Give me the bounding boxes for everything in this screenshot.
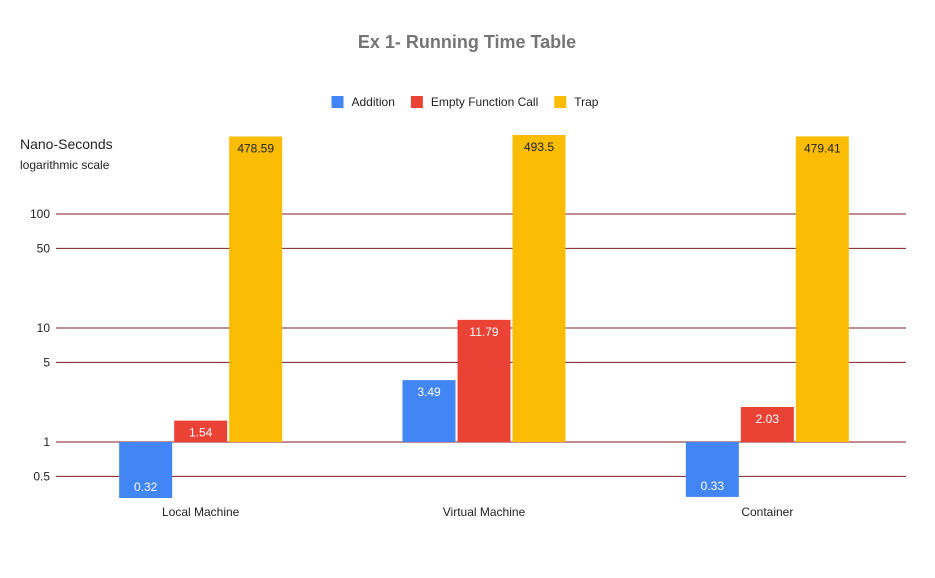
y-tick-label: 0.5 [33,469,50,483]
x-tick-label: Virtual Machine [443,505,526,519]
data-label: 479.41 [804,141,841,155]
data-labels: 0.32 1.54 478.59 3.49 11.79 493.5 0.33 2.03 479.… [134,140,841,494]
x-tick-label: Local Machine [162,505,240,519]
bar [795,136,849,442]
y-tick-label: 10 [37,321,51,335]
bars [119,134,849,498]
data-label: 478.59 [237,141,274,155]
legend-item: Trap [554,95,599,109]
chart-title: Ex 1- Running Time Table [358,32,576,52]
y-tick-label: 5 [43,355,50,369]
y-tick-label: 1 [43,435,50,449]
legend-label: Addition [352,95,395,109]
data-label: 493.5 [524,140,554,154]
bar [229,136,283,443]
data-label: 11.79 [469,325,498,339]
legend-swatch [410,96,423,108]
legend-item: Addition [331,95,395,109]
data-label: 3.49 [417,385,441,399]
data-label: 1.54 [189,426,213,440]
bar [402,380,456,442]
data-label: 0.33 [701,479,725,493]
legend-label: Trap [574,95,599,109]
bar [685,442,739,497]
bar [740,406,794,442]
bar [174,420,228,442]
x-tick-label: Container [741,505,793,519]
bar [457,319,511,442]
legend-item: Empty Function Call [410,95,538,109]
y-axis-scale-note: logarithmic scale [20,158,110,172]
bar [119,442,173,498]
category-labels: Local Machine Virtual Machine Container [162,505,793,519]
y-axis-label: Nano-Seconds [20,136,113,152]
data-label: 0.32 [134,480,158,494]
y-tick-label: 100 [30,207,50,221]
legend-swatch [554,96,567,108]
y-tick-label: 50 [37,241,51,255]
data-label: 2.03 [756,412,780,426]
bar [512,134,566,442]
legend-swatch [331,96,344,108]
legend-label: Empty Function Call [431,95,538,109]
legend: Addition Empty Function Call Trap [331,95,599,109]
